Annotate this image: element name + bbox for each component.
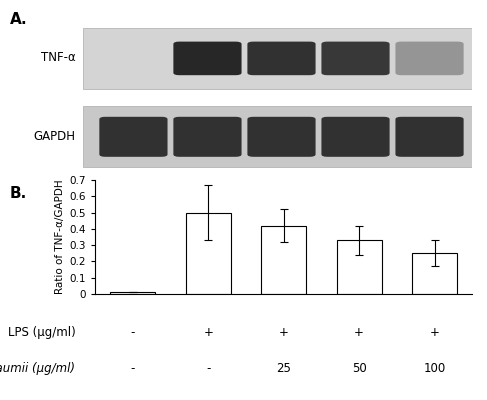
Text: -: - — [131, 326, 135, 339]
Text: 25: 25 — [276, 362, 291, 375]
FancyBboxPatch shape — [395, 117, 464, 157]
FancyBboxPatch shape — [247, 117, 316, 157]
Text: LPS (μg/ml): LPS (μg/ml) — [8, 326, 75, 339]
Text: TNF-α: TNF-α — [41, 51, 75, 64]
Bar — [412, 253, 457, 294]
Text: +: + — [354, 326, 364, 339]
Bar — [83, 106, 472, 167]
Text: +: + — [430, 326, 440, 339]
FancyBboxPatch shape — [395, 42, 464, 75]
Bar — [337, 240, 382, 294]
FancyBboxPatch shape — [321, 42, 390, 75]
Text: 100: 100 — [424, 362, 446, 375]
FancyBboxPatch shape — [321, 117, 390, 157]
Text: +: + — [203, 326, 213, 339]
FancyBboxPatch shape — [247, 42, 316, 75]
Text: 50: 50 — [352, 362, 367, 375]
Bar — [186, 212, 231, 294]
Text: -: - — [131, 362, 135, 375]
Text: +: + — [279, 326, 289, 339]
FancyBboxPatch shape — [173, 117, 242, 157]
Bar — [83, 28, 472, 89]
Text: -: - — [206, 362, 210, 375]
FancyBboxPatch shape — [173, 42, 242, 75]
Text: B.: B. — [10, 186, 27, 201]
Y-axis label: Ratio of TNF-α/GAPDH: Ratio of TNF-α/GAPDH — [55, 180, 65, 294]
FancyBboxPatch shape — [99, 117, 168, 157]
Bar — [110, 292, 155, 294]
Text: A.: A. — [10, 12, 27, 27]
Bar — [261, 226, 306, 294]
Text: GAPDH: GAPDH — [34, 130, 75, 143]
Text: P. baumii (μg/ml): P. baumii (μg/ml) — [0, 362, 75, 375]
